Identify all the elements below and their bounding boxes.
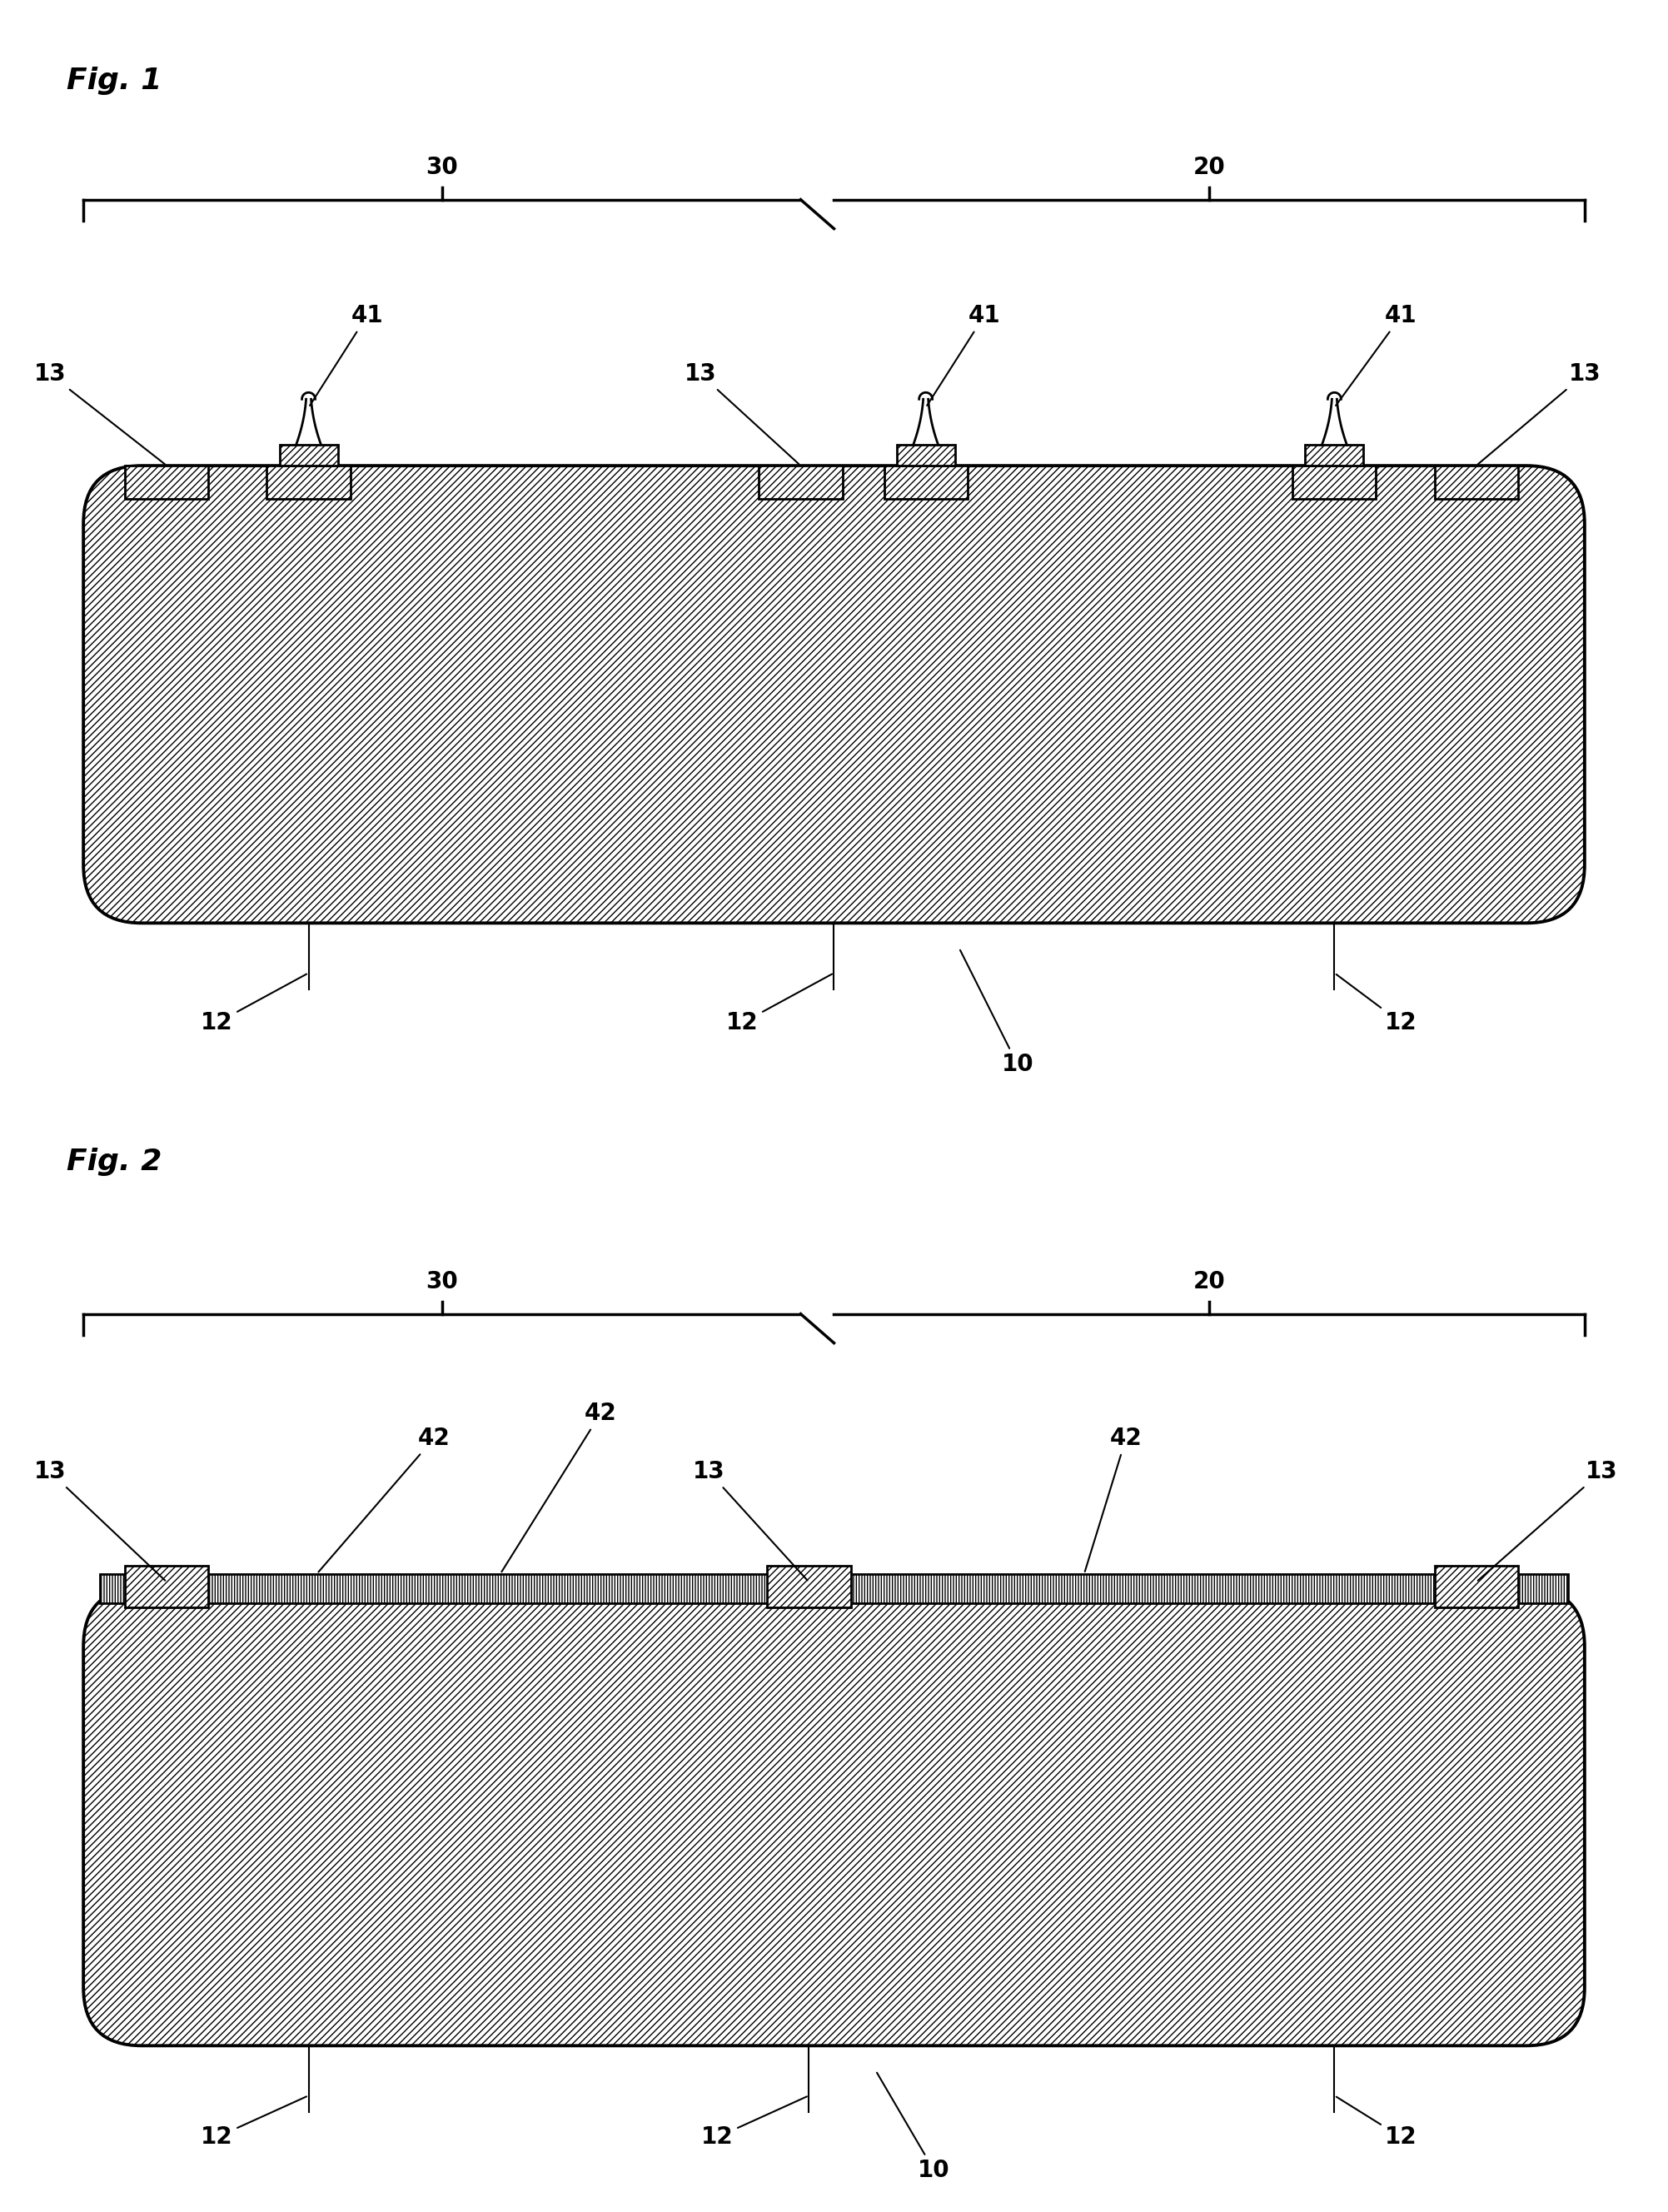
- Text: 30: 30: [425, 1270, 459, 1294]
- Bar: [767, 1566, 851, 1608]
- Bar: [1304, 445, 1364, 467]
- Text: 12: 12: [200, 973, 307, 1035]
- Bar: [267, 467, 350, 500]
- Bar: [1434, 1566, 1518, 1608]
- Text: 20: 20: [1193, 155, 1226, 179]
- Bar: [125, 467, 208, 500]
- Bar: [125, 467, 208, 500]
- Bar: [1434, 467, 1518, 500]
- Text: 13: 13: [692, 1460, 807, 1579]
- Bar: [1293, 467, 1376, 500]
- Bar: [759, 467, 842, 500]
- Bar: [125, 467, 208, 500]
- Bar: [884, 467, 967, 500]
- Text: 20: 20: [1193, 1270, 1226, 1294]
- Bar: [100, 1573, 1568, 1604]
- Bar: [100, 1573, 1568, 1604]
- Bar: [267, 467, 350, 500]
- Text: 12: 12: [701, 2097, 807, 2148]
- Bar: [897, 445, 954, 467]
- Text: 10: 10: [961, 951, 1034, 1075]
- FancyBboxPatch shape: [83, 467, 1585, 922]
- Text: 42: 42: [319, 1427, 450, 1573]
- Bar: [1434, 467, 1518, 500]
- Text: Fig. 2: Fig. 2: [67, 1148, 162, 1177]
- Bar: [759, 467, 842, 500]
- Bar: [125, 1566, 208, 1608]
- Text: 12: 12: [1336, 973, 1418, 1035]
- Bar: [767, 1566, 851, 1608]
- Bar: [125, 1566, 208, 1608]
- Bar: [267, 467, 350, 500]
- Text: 12: 12: [1336, 2097, 1418, 2148]
- Text: Fig. 1: Fig. 1: [67, 66, 162, 95]
- Text: 42: 42: [1084, 1427, 1143, 1571]
- Bar: [897, 445, 954, 467]
- Text: 12: 12: [200, 2097, 307, 2148]
- Bar: [1304, 445, 1364, 467]
- Bar: [759, 467, 842, 500]
- Bar: [767, 1566, 851, 1608]
- Text: 41: 41: [927, 305, 1001, 405]
- Bar: [1434, 467, 1518, 500]
- Bar: [884, 467, 967, 500]
- Bar: [1293, 467, 1376, 500]
- Text: 13: 13: [1478, 363, 1601, 465]
- Bar: [279, 445, 337, 467]
- Bar: [1434, 1566, 1518, 1608]
- Text: 42: 42: [502, 1402, 617, 1573]
- Bar: [1293, 467, 1376, 500]
- Text: 13: 13: [33, 363, 165, 465]
- Text: 41: 41: [310, 305, 384, 405]
- Bar: [125, 1566, 208, 1608]
- Bar: [1434, 1566, 1518, 1608]
- Bar: [100, 1573, 1568, 1604]
- Text: 41: 41: [1336, 305, 1418, 405]
- FancyBboxPatch shape: [83, 1588, 1585, 2046]
- Bar: [884, 467, 967, 500]
- Text: 30: 30: [425, 155, 459, 179]
- Text: 13: 13: [33, 1460, 165, 1582]
- Bar: [279, 445, 337, 467]
- Text: 13: 13: [684, 363, 799, 465]
- Bar: [279, 445, 337, 467]
- Bar: [897, 445, 954, 467]
- Bar: [1304, 445, 1364, 467]
- Text: 10: 10: [877, 2073, 951, 2181]
- Text: 12: 12: [726, 973, 832, 1035]
- Text: 13: 13: [1478, 1460, 1618, 1582]
